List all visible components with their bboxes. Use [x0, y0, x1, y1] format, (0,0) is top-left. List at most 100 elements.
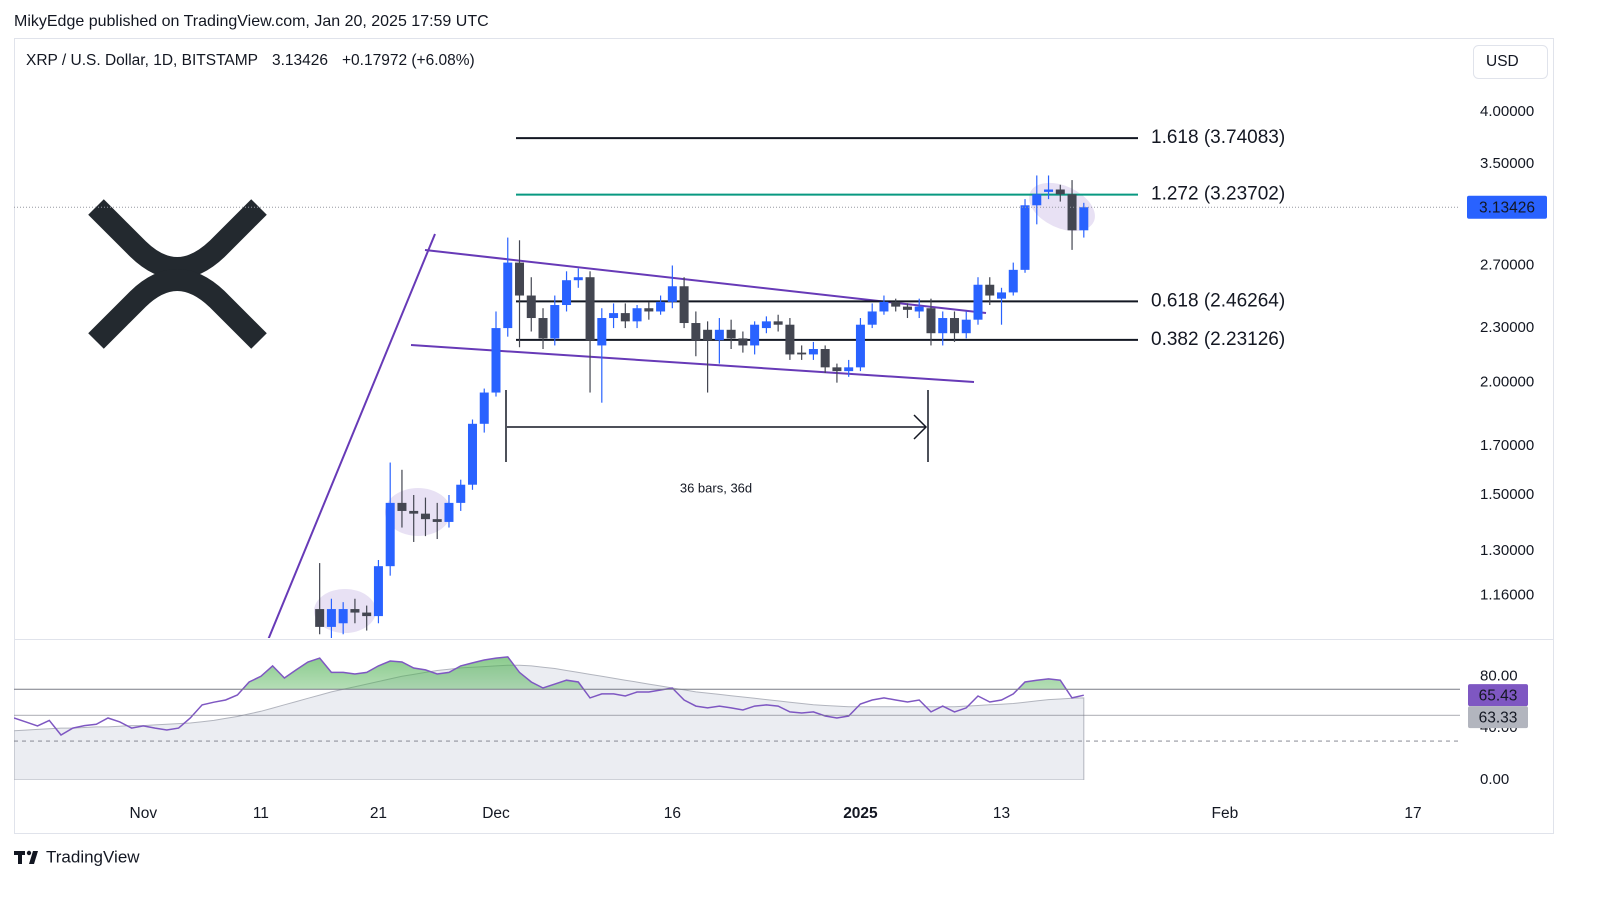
rsi-ma-label: 63.33	[1479, 709, 1518, 726]
candle-body	[738, 338, 748, 346]
rsi-pane	[14, 656, 1085, 780]
candle-body	[961, 319, 971, 334]
candle-body	[667, 286, 677, 302]
x-tick-label: Dec	[482, 805, 510, 822]
x-tick-label: 13	[993, 805, 1010, 822]
candle-body	[773, 321, 783, 325]
candle-body	[997, 292, 1007, 299]
measure-label: 36 bars, 36d	[680, 480, 752, 495]
currency-button[interactable]	[1473, 45, 1548, 79]
rsi-ma-area	[14, 664, 1085, 780]
fib-label: 1.272 (3.23702)	[1151, 184, 1285, 205]
chart-title: XRP / U.S. Dollar, 1D, BITSTAMP	[26, 52, 258, 69]
candle-body	[562, 280, 572, 306]
candle-body	[902, 306, 912, 310]
candle-body	[926, 308, 936, 334]
currency-label: USD	[1486, 53, 1519, 70]
logo-part	[29, 851, 38, 864]
header-price: 3.13426	[272, 52, 328, 69]
candle-body	[750, 324, 760, 346]
rsi-ma-box	[1468, 706, 1528, 729]
candle-body	[797, 352, 807, 355]
x-tick-label: 17	[1404, 805, 1421, 822]
logo-part	[18, 851, 22, 864]
candle-body	[373, 566, 383, 617]
y-tick-label: 2.00000	[1480, 374, 1534, 391]
xrp-logo	[88, 199, 267, 349]
candle-body	[1032, 194, 1042, 206]
candle-body	[808, 349, 818, 355]
logo-part	[26, 850, 32, 856]
x-tick-label: Feb	[1212, 805, 1239, 822]
publisher: MikyEdge published on TradingView.com, J…	[14, 13, 489, 30]
candle-body	[385, 502, 395, 567]
candle-body	[550, 305, 560, 339]
candle-body	[985, 284, 995, 296]
candle-body	[609, 313, 619, 319]
brand-logo	[14, 850, 38, 864]
y-tick-label: 1.50000	[1480, 486, 1534, 503]
candle-body	[338, 609, 348, 624]
y-tick-label: 2.70000	[1480, 256, 1534, 273]
y-tick-label: 1.70000	[1480, 437, 1534, 454]
price-pane	[267, 137, 1138, 638]
last-price-box	[1467, 195, 1547, 219]
candle-body	[1079, 207, 1089, 231]
candle-body	[409, 510, 419, 514]
candle-body	[632, 308, 642, 322]
x-tick-label: 2025	[843, 805, 878, 822]
candle-body	[656, 301, 666, 312]
candle-body	[1055, 189, 1065, 195]
candle-body	[949, 318, 959, 334]
candle-body	[714, 329, 724, 341]
candle-body	[973, 284, 983, 320]
candle-body	[597, 318, 607, 346]
channel-lower	[410, 344, 975, 383]
brand-name: TradingView	[46, 847, 140, 866]
rsi-line	[14, 656, 1084, 736]
trend-line	[267, 233, 436, 638]
candle-body	[1020, 205, 1030, 270]
header-change: +0.17972 (+6.08%)	[342, 52, 475, 69]
rsi-overbought-fill	[14, 656, 1084, 690]
y-tick-label: 1.30000	[1480, 542, 1534, 559]
measure-arrow	[913, 414, 928, 440]
candle-body	[585, 277, 595, 341]
y-tick-label: 3.50000	[1480, 155, 1534, 172]
candle-body	[491, 328, 501, 393]
candle-body	[1044, 189, 1054, 192]
candle-body	[526, 295, 536, 319]
candle-body	[1067, 194, 1077, 231]
measure-tool	[505, 390, 929, 462]
candle-body	[832, 367, 842, 372]
last-price-label: 3.13426	[1479, 199, 1535, 216]
rsi-value-label: 65.43	[1479, 687, 1518, 704]
fib-label: 0.618 (2.46264)	[1151, 290, 1285, 311]
candle-body	[938, 318, 948, 334]
candle-body	[620, 313, 630, 322]
x-tick-label: 11	[253, 805, 269, 822]
rsi-value-box	[1468, 684, 1528, 707]
candle-body	[820, 349, 830, 368]
candle-body	[397, 502, 407, 511]
y-tick-label: 1.16000	[1480, 586, 1534, 603]
candle-body	[691, 323, 701, 341]
candle-body	[1008, 269, 1018, 293]
candle-body	[362, 612, 372, 617]
logo-top	[88, 199, 267, 279]
candle-body	[515, 262, 525, 296]
candle-body	[726, 329, 736, 339]
fib-label: 1.618 (3.74083)	[1151, 127, 1285, 148]
candle-body	[644, 308, 654, 312]
candle-body	[432, 519, 442, 522]
candle-body	[855, 324, 865, 368]
y-tick-label: 2.30000	[1480, 319, 1534, 336]
candle-body	[844, 367, 854, 372]
candle-body	[914, 306, 924, 312]
candle-body	[444, 502, 454, 522]
rsi-tick-label: 80.00	[1480, 667, 1518, 684]
candle-body	[538, 318, 548, 339]
candle-body	[761, 321, 771, 329]
